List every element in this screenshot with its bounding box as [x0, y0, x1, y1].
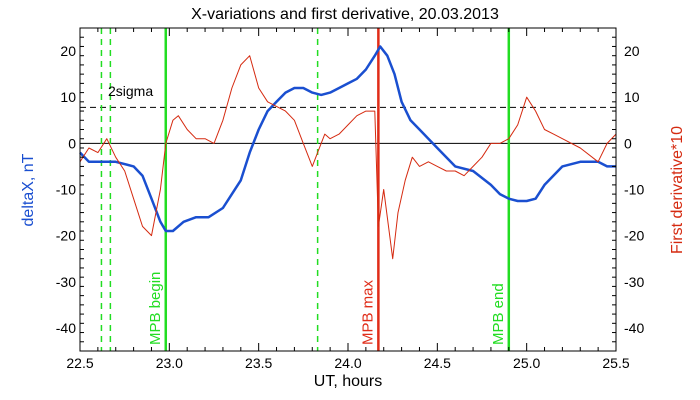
vertical-line-label-2: MPB begin	[147, 272, 164, 345]
y-tick-label-left: -30	[56, 274, 76, 290]
y-axis: 20 20 10 10 0 0 -10 -10 -20 -20 -30 -30 -40 -40	[56, 27, 644, 352]
y-axis-right-label: First derivative*10	[669, 126, 686, 254]
x-tick-label: 22.5	[66, 355, 93, 371]
series-line-0	[79, 45, 616, 233]
y-tick-label-right: -20	[624, 228, 644, 244]
y-tick-label-right: -10	[624, 182, 644, 198]
y-tick-label-right: -30	[624, 274, 644, 290]
x-tick-label: 25.5	[602, 355, 629, 371]
plot-lines	[80, 106, 616, 144]
y-tick-label-left: -40	[56, 320, 76, 336]
y-axis-left-label: deltaX, nT	[20, 153, 37, 226]
vertical-line-label-4: MPB max	[359, 279, 376, 345]
vertical-markers: MPB begin MPB max MPB end	[100, 28, 511, 351]
y-tick-label-right: -40	[624, 320, 644, 336]
x-tick-label: 25.0	[513, 355, 540, 371]
series-group	[79, 45, 617, 260]
two-sigma-label: 2sigma	[108, 83, 153, 99]
y-tick-label-left: -10	[56, 182, 76, 198]
vertical-line-label-5: MPB end	[490, 283, 507, 345]
y-tick-label-left: -20	[56, 228, 76, 244]
x-tick-label: 23.0	[156, 355, 183, 371]
series-line-1	[79, 55, 617, 260]
x-tick-label: 23.5	[245, 355, 272, 371]
x-axis: 22.5 23.0 23.5 24.0 24.5 25.0 25.5	[66, 28, 630, 371]
y-tick-label-right: 0	[624, 135, 632, 151]
y-tick-label-left: 10	[60, 89, 76, 105]
y-tick-label-left: 20	[60, 43, 76, 59]
y-tick-label-left: 0	[68, 135, 76, 151]
x-tick-label: 24.5	[424, 355, 451, 371]
y-tick-label-right: 10	[624, 89, 640, 105]
x-axis-label: UT, hours	[314, 373, 382, 390]
chart-title: X-variations and first derivative, 20.03…	[191, 6, 499, 23]
x-tick-label: 24.0	[334, 355, 361, 371]
y-tick-label-right: 20	[624, 43, 640, 59]
